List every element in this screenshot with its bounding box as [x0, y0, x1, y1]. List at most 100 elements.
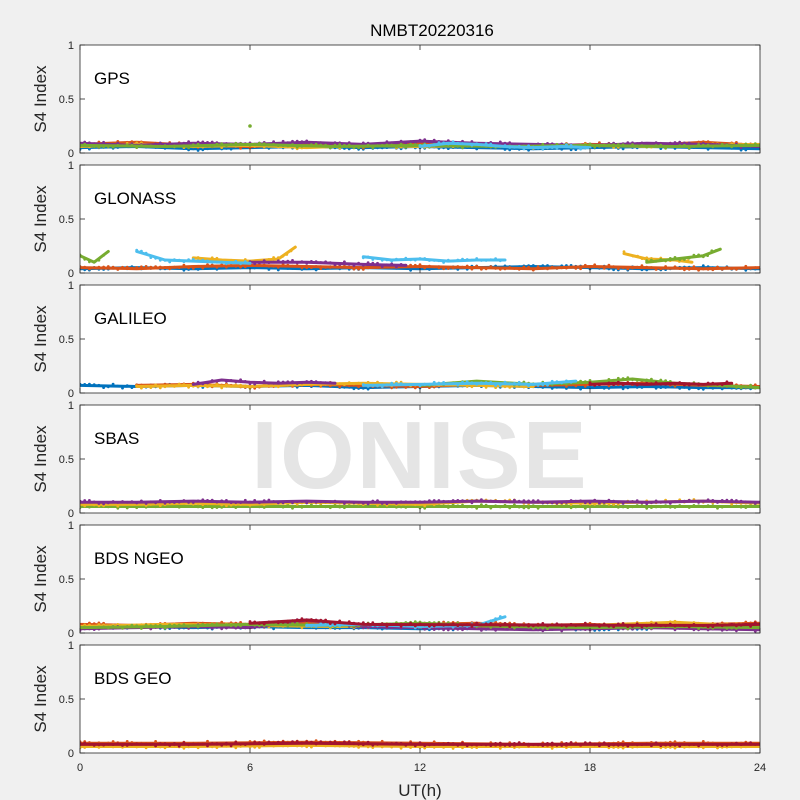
data-point [739, 386, 743, 390]
data-point [678, 387, 682, 390]
data-point [135, 384, 139, 388]
data-point [735, 499, 738, 502]
data-point [550, 387, 554, 390]
data-point [102, 140, 105, 144]
data-point [635, 383, 639, 387]
data-point [508, 500, 512, 504]
data-point [574, 742, 578, 746]
data-point [735, 627, 738, 630]
data-point [319, 143, 323, 147]
data-point [541, 626, 545, 630]
data-point [465, 384, 469, 388]
data-point [201, 382, 205, 386]
data-point [215, 500, 219, 504]
data-point [461, 628, 464, 632]
data-point [385, 143, 389, 147]
data-point [461, 380, 464, 384]
data-point [404, 500, 408, 504]
data-point [541, 383, 545, 387]
data-point [616, 746, 620, 749]
data-point [522, 385, 526, 389]
data-point [489, 506, 493, 510]
data-point [687, 141, 691, 145]
data-point [191, 258, 195, 261]
panel-marks [80, 615, 760, 633]
data-point [272, 623, 275, 626]
data-point [730, 384, 734, 388]
data-point [262, 142, 266, 146]
data-point [484, 381, 488, 385]
data-point [640, 386, 644, 389]
data-point [338, 500, 342, 504]
data-point [650, 626, 653, 630]
data-point [621, 622, 625, 625]
data-point [210, 260, 214, 264]
data-point [480, 267, 483, 271]
data-point [347, 266, 351, 270]
data-point [239, 745, 243, 748]
data-point [158, 499, 162, 502]
data-point [673, 141, 677, 144]
data-point [215, 142, 219, 146]
data-point [428, 383, 431, 386]
data-point [612, 378, 615, 382]
data-point [621, 147, 625, 151]
data-point [163, 259, 167, 262]
data-point [461, 741, 464, 745]
data-point [258, 141, 261, 145]
data-point [305, 380, 309, 383]
y-axis-label: S4 Index [31, 545, 50, 613]
data-point [569, 506, 573, 510]
data-point [668, 382, 672, 386]
data-point [135, 506, 139, 510]
data-point [272, 744, 275, 748]
data-point [678, 624, 682, 627]
data-point [527, 742, 530, 746]
panel-area [80, 165, 760, 273]
data-point [536, 383, 540, 387]
data-point [361, 383, 365, 386]
data-point [158, 623, 162, 627]
data-point [347, 263, 351, 266]
data-point [168, 267, 172, 271]
data-point [135, 501, 139, 505]
data-point [357, 381, 360, 385]
data-point [475, 382, 479, 386]
data-point [654, 141, 658, 145]
data-point [395, 265, 398, 269]
data-point [206, 381, 209, 385]
data-point [352, 264, 356, 267]
data-point [451, 625, 455, 629]
data-point [711, 504, 715, 507]
data-point [579, 623, 582, 627]
data-point [621, 143, 625, 147]
data-point [333, 263, 337, 267]
data-point [418, 257, 422, 260]
data-point [650, 506, 653, 509]
data-point [229, 503, 233, 507]
data-point [376, 384, 379, 388]
data-point [201, 503, 205, 506]
data-point [498, 384, 502, 387]
data-point [437, 622, 441, 625]
data-point [631, 381, 634, 385]
data-point [626, 625, 630, 628]
data-point [111, 505, 115, 508]
data-point [140, 627, 143, 630]
data-point [664, 500, 667, 504]
data-point [508, 266, 512, 269]
data-point [191, 742, 195, 746]
data-point [92, 260, 96, 264]
data-point [206, 623, 209, 626]
data-point [716, 744, 719, 747]
data-point [716, 265, 719, 269]
data-point [168, 744, 172, 747]
data-point [517, 745, 521, 749]
data-point [579, 143, 582, 147]
data-point [489, 265, 493, 268]
data-point [418, 622, 422, 626]
data-point [324, 260, 327, 264]
data-point [635, 386, 639, 389]
data-point [88, 623, 91, 627]
data-point [423, 744, 427, 748]
